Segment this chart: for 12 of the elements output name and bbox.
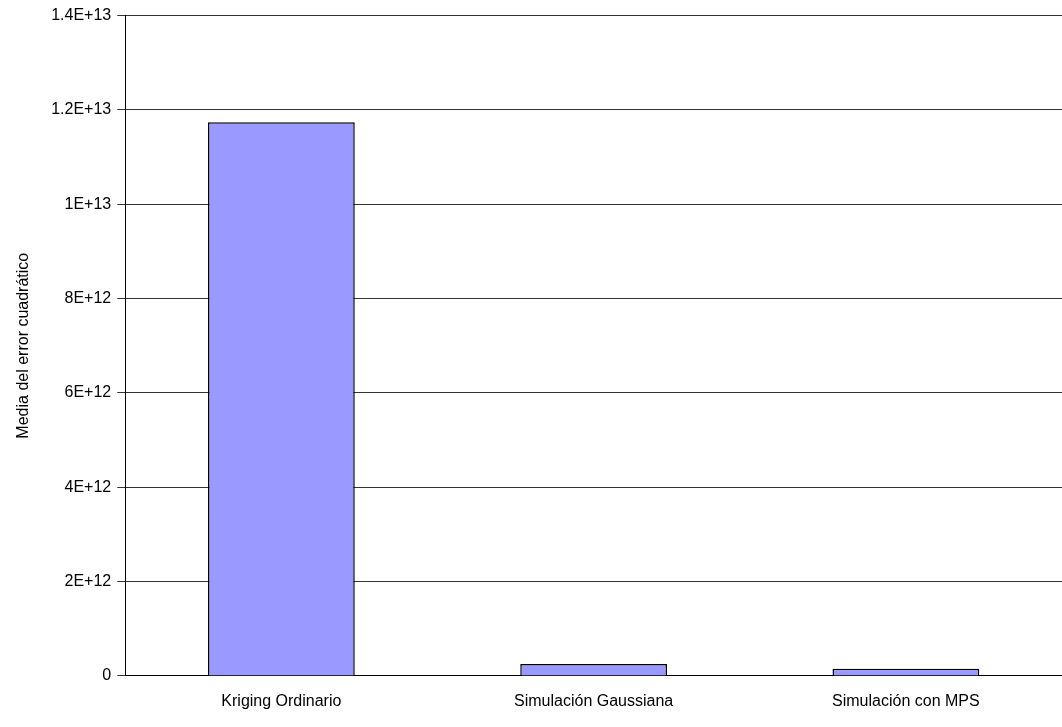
x-tick-label: Simulación con MPS xyxy=(832,691,980,709)
x-tick-label: Simulación Gaussiana xyxy=(514,691,674,709)
y-tick-label: 4E+12 xyxy=(64,477,112,495)
y-tick-label: 1.4E+13 xyxy=(51,6,112,24)
x-tick-label: Kriging Ordinario xyxy=(221,691,342,709)
y-tick-label: 0 xyxy=(102,666,112,684)
y-axis-title: Media del error cuadrático xyxy=(14,252,32,439)
y-tick-label: 1E+13 xyxy=(64,194,112,212)
y-tick-label: 1.2E+13 xyxy=(51,100,112,118)
y-tick-label: 6E+12 xyxy=(64,383,112,401)
y-tick-label: 8E+12 xyxy=(64,288,112,306)
y-tick-label: 2E+12 xyxy=(64,571,112,589)
